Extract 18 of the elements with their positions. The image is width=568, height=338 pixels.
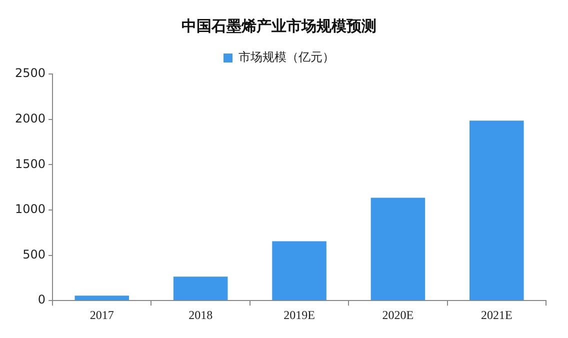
legend-label: 市场规模（亿元） — [238, 50, 334, 64]
y-tick-label: 1500 — [14, 156, 46, 171]
y-tick-label: 1000 — [14, 202, 46, 216]
y-tick-label: 500 — [22, 247, 46, 262]
chart-title: 中国石墨烯产业市场规模预测 — [182, 16, 376, 35]
bar — [173, 276, 228, 300]
x-tick-label: 2018 — [188, 308, 213, 322]
y-tick-label: 0 — [38, 292, 46, 307]
y-tick-label: 2000 — [14, 111, 46, 126]
x-tick-label: 2019E — [284, 308, 315, 322]
bar — [272, 241, 326, 300]
bar — [470, 120, 524, 300]
bar — [370, 198, 426, 300]
x-tick-label: 2020E — [382, 308, 414, 322]
x-tick-label: 2017 — [90, 308, 114, 322]
bar — [74, 296, 130, 300]
y-tick-label: 2500 — [14, 66, 46, 80]
x-tick-label: 2021E — [480, 308, 512, 322]
